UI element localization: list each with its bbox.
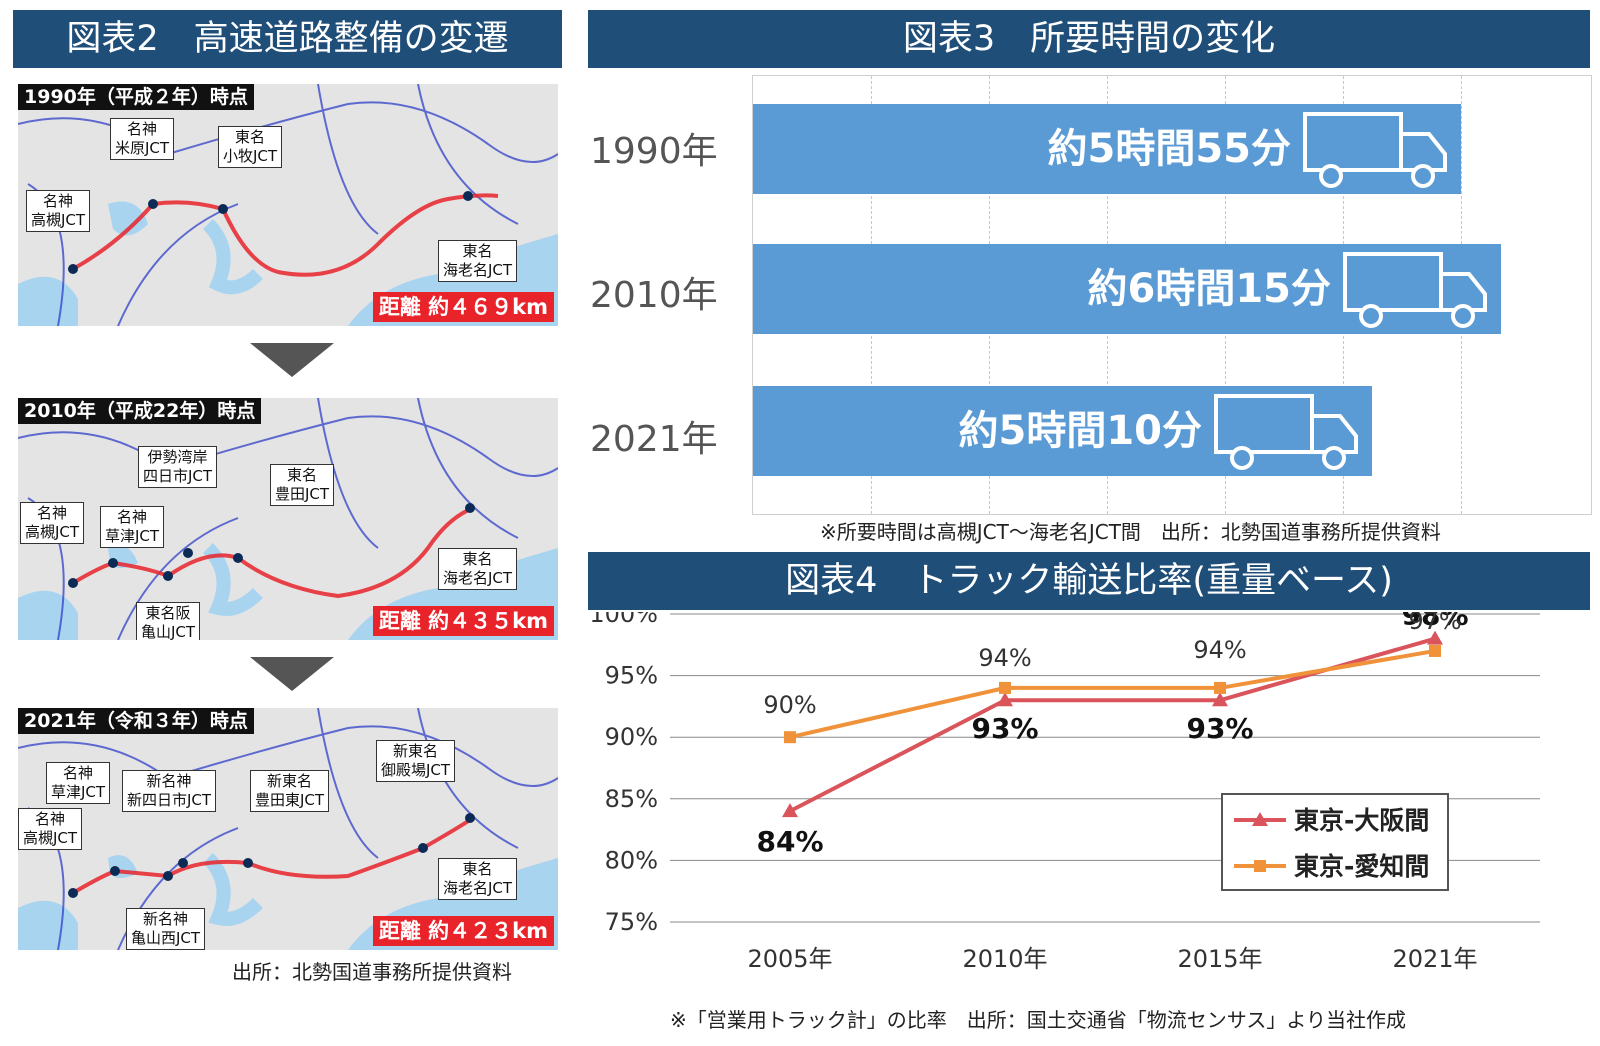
- y-tick-label: 100%: [589, 612, 658, 628]
- distance-badge: 距離 約４６９km: [372, 292, 554, 322]
- bar-category: 1990年: [590, 131, 718, 172]
- era-label: 2021年（令和３年）時点: [18, 708, 254, 734]
- data-label: 94%: [978, 644, 1031, 672]
- data-point-marker: [997, 692, 1013, 707]
- jct-label: 東名阪 亀山JCT: [136, 602, 201, 640]
- truck-share-chart: 100% 95% 90% 85% 80% 75% 2005年 2010年 2015年 2021年 8…: [589, 612, 1540, 973]
- data-point-marker: [1212, 692, 1228, 707]
- jct-label: 名神 高槻JCT: [26, 190, 91, 232]
- duration-label: 約5時間55分: [1047, 126, 1292, 172]
- data-point-marker: [784, 731, 796, 744]
- y-tick-label: 80%: [605, 846, 658, 874]
- y-tick-label: 95%: [605, 662, 658, 690]
- fig4-title: 図表4 トラック輸送比率(重量ベース): [588, 552, 1590, 610]
- duration-label: 約6時間15分: [1087, 266, 1332, 312]
- fig3-title: 図表3 所要時間の変化: [588, 10, 1590, 68]
- data-label: 93%: [971, 712, 1038, 745]
- truck-icon: [1343, 252, 1487, 328]
- jct-label: 名神 草津JCT: [46, 762, 111, 804]
- jct-label: 名神 高槻JCT: [20, 502, 85, 544]
- fig4-note: ※「営業用トラック計」の比率 出所：国土交通省「物流センサス」より当社作成: [670, 1008, 1406, 1032]
- duration-bar: 約6時間15分: [753, 244, 1501, 334]
- bar-category: 2010年: [590, 275, 718, 316]
- legend-box: [1221, 793, 1449, 891]
- jct-label: 名神 高槻JCT: [18, 808, 83, 850]
- data-label: 84%: [756, 825, 823, 858]
- jct-label: 東名 海老名JCT: [438, 858, 518, 900]
- duration-label: 約5時間10分: [958, 408, 1203, 454]
- truck-icon: [1214, 394, 1358, 470]
- x-tick-label: 2010年: [962, 945, 1047, 973]
- y-tick-label: 85%: [605, 785, 658, 813]
- data-label: 90%: [763, 691, 816, 719]
- legend-label: 東京-愛知間: [1294, 852, 1429, 881]
- x-tick-label: 2021年: [1392, 945, 1477, 973]
- jct-label: 東名 海老名JCT: [438, 240, 518, 282]
- map-2010: 2010年（平成22年）時点 伊勢湾岸 四日市JCT 東名 豊田JCT 名神 高…: [18, 398, 558, 640]
- duration-bar: 約5時間55分: [753, 104, 1461, 194]
- legend-label: 東京-大阪間: [1294, 806, 1429, 835]
- data-label: 97%: [1408, 612, 1461, 635]
- data-label: 94%: [1193, 636, 1246, 664]
- data-point-marker: [1429, 644, 1441, 657]
- data-point-marker: [1214, 681, 1226, 694]
- map-1990-graphic: [18, 84, 558, 326]
- down-arrow-icon: [250, 657, 334, 691]
- jct-label: 新東名 御殿場JCT: [376, 740, 456, 782]
- series-line: [789, 648, 1436, 740]
- distance-badge: 距離 約４２３km: [372, 916, 554, 946]
- data-point-marker: [1427, 630, 1443, 645]
- duration-bar: 約5時間10分: [753, 386, 1372, 476]
- data-label: 98%: [1401, 612, 1468, 632]
- jct-label: 新名神 新四日市JCT: [122, 770, 217, 812]
- jct-label: 新東名 豊田東JCT: [250, 770, 330, 812]
- map-1990: 1990年（平成２年）時点 名神 米原JCT 東名 小牧JCT 名神 高槻JCT…: [18, 84, 558, 326]
- jct-label: 新名神 亀山西JCT: [126, 908, 206, 950]
- map-2021: 2021年（令和３年）時点 新東名 御殿場JCT 名神 草津JCT 新名神 新四…: [18, 708, 558, 950]
- series-line: [789, 636, 1436, 813]
- fig3-note: ※所要時間は高槻JCT～海老名JCT間 出所：北勢国道事務所提供資料: [820, 520, 1441, 544]
- fig2-source: 出所：北勢国道事務所提供資料: [232, 960, 512, 984]
- truck-icon: [1303, 112, 1447, 188]
- y-tick-label: 90%: [605, 723, 658, 751]
- jct-label: 東名 海老名JCT: [438, 548, 518, 590]
- map-2021-graphic: [18, 708, 558, 950]
- jct-label: 東名 豊田JCT: [270, 464, 335, 506]
- legend-marker: [1252, 812, 1268, 826]
- legend-marker: [1254, 860, 1266, 872]
- data-point-marker: [999, 681, 1011, 694]
- duration-chart: 約5時間55分約6時間15分約5時間10分: [752, 75, 1592, 515]
- down-arrow-icon: [250, 343, 334, 377]
- data-point-marker: [782, 803, 798, 818]
- x-tick-label: 2005年: [747, 945, 832, 973]
- jct-label: 名神 米原JCT: [110, 118, 175, 160]
- map-2010-graphic: [18, 398, 558, 640]
- bar-category: 2021年: [590, 419, 718, 460]
- jct-label: 東名 小牧JCT: [218, 126, 283, 168]
- jct-label: 伊勢湾岸 四日市JCT: [138, 446, 218, 488]
- jct-label: 名神 草津JCT: [100, 506, 165, 548]
- fig2-title: 図表2 高速道路整備の変遷: [13, 10, 562, 68]
- era-label: 1990年（平成２年）時点: [18, 84, 254, 110]
- y-tick-label: 75%: [605, 908, 658, 936]
- x-tick-label: 2015年: [1177, 945, 1262, 973]
- distance-badge: 距離 約４３５km: [372, 606, 554, 636]
- data-label: 93%: [1186, 712, 1253, 745]
- era-label: 2010年（平成22年）時点: [18, 398, 262, 424]
